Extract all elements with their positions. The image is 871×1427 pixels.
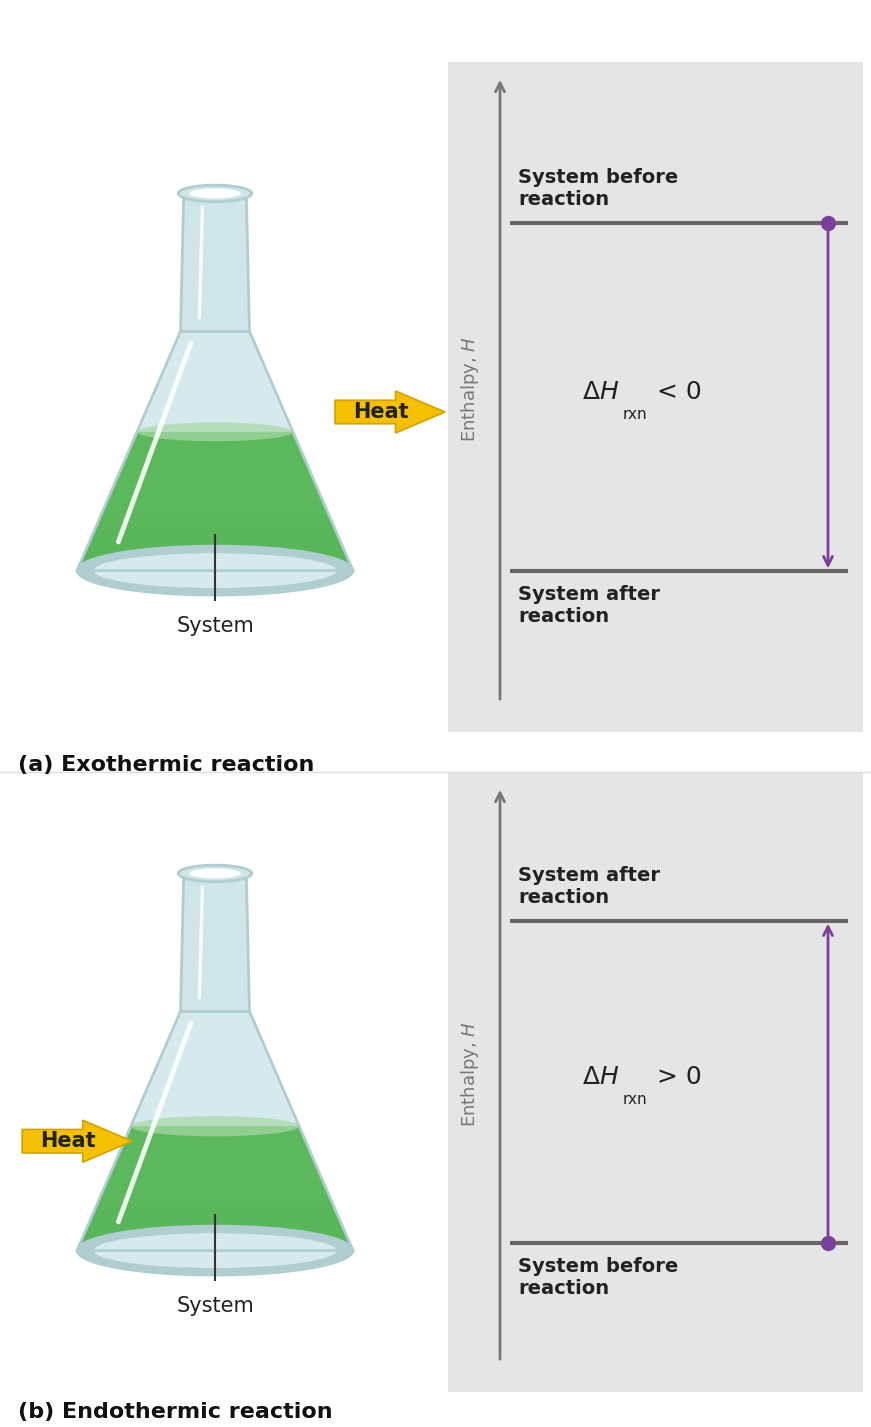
Text: System: System [176, 616, 253, 636]
Polygon shape [77, 331, 353, 571]
Ellipse shape [189, 869, 240, 879]
Ellipse shape [179, 186, 252, 201]
Ellipse shape [93, 1233, 336, 1269]
Polygon shape [77, 1012, 353, 1250]
Ellipse shape [131, 1116, 299, 1136]
Ellipse shape [137, 422, 293, 441]
Text: rxn: rxn [623, 407, 648, 422]
Text: Enthalpy, $H$: Enthalpy, $H$ [459, 337, 481, 442]
Text: rxn: rxn [623, 1092, 648, 1107]
Text: Enthalpy, $H$: Enthalpy, $H$ [459, 1022, 481, 1127]
Polygon shape [335, 391, 445, 432]
Text: $\Delta\mathit{H}$: $\Delta\mathit{H}$ [582, 380, 619, 404]
Ellipse shape [93, 554, 336, 588]
Ellipse shape [179, 865, 252, 882]
Ellipse shape [77, 1226, 353, 1276]
Polygon shape [77, 1126, 353, 1250]
Ellipse shape [77, 545, 353, 595]
Polygon shape [77, 432, 353, 571]
Text: > 0: > 0 [649, 1065, 702, 1089]
Text: System before
reaction: System before reaction [518, 168, 679, 208]
Polygon shape [448, 772, 863, 1391]
Polygon shape [448, 61, 863, 732]
Text: Heat: Heat [41, 1132, 96, 1152]
Text: Heat: Heat [354, 402, 409, 422]
Text: System after
reaction: System after reaction [518, 866, 660, 906]
Ellipse shape [189, 188, 240, 198]
Polygon shape [180, 194, 249, 331]
Text: (b) Endothermic reaction: (b) Endothermic reaction [18, 1401, 333, 1421]
Text: < 0: < 0 [649, 380, 702, 404]
Text: System before
reaction: System before reaction [518, 1257, 679, 1299]
Polygon shape [22, 1120, 132, 1162]
Text: $\Delta\mathit{H}$: $\Delta\mathit{H}$ [582, 1065, 619, 1089]
Text: System: System [176, 1297, 253, 1317]
Text: System after
reaction: System after reaction [518, 585, 660, 626]
Polygon shape [180, 873, 249, 1012]
Text: (a) Exothermic reaction: (a) Exothermic reaction [18, 755, 314, 775]
